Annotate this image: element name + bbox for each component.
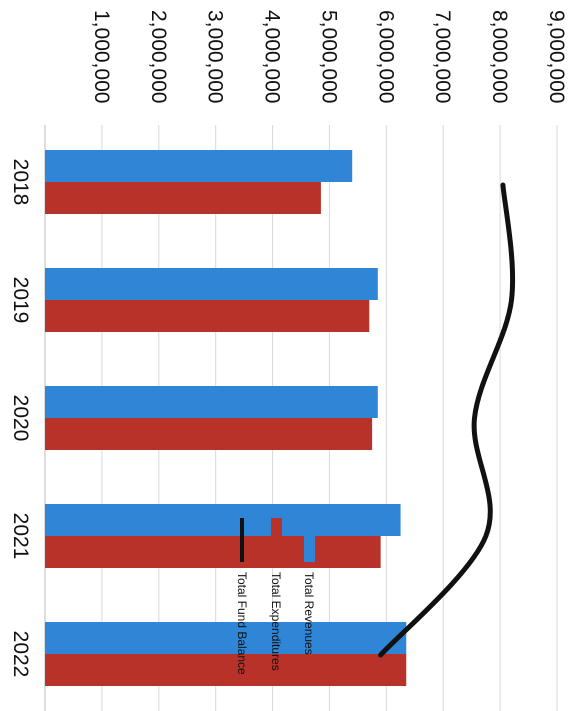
tick-label: 8,000,000 <box>488 10 511 103</box>
bar-total-expenditures <box>45 418 373 450</box>
value-axis: 1,000,000 2,000,000 3,000,000 4,000,000 5,00… <box>90 10 568 103</box>
legend-swatch <box>271 518 282 562</box>
tick-label: 4,000,000 <box>261 10 284 103</box>
tick-label: 5,000,000 <box>317 10 340 103</box>
tick-label: 9,000,000 <box>545 10 568 103</box>
legend-label: Total Fund Balance <box>235 572 249 675</box>
category-label: 2018 <box>9 159 32 206</box>
fund-balance-line <box>378 182 516 658</box>
bar-total-revenues <box>45 386 378 418</box>
bar-total-revenues <box>45 622 407 654</box>
bar-total-revenues <box>45 268 378 300</box>
legend-label: Total Revenues <box>302 572 316 655</box>
legend-label: Total Expenditures <box>269 572 283 671</box>
category-label: 2019 <box>9 277 32 324</box>
category-axis: 2018 2019 2020 2021 2022 <box>9 159 32 678</box>
bar-total-expenditures <box>45 300 370 332</box>
category-label: 2020 <box>9 395 32 442</box>
tick-label: 1,000,000 <box>90 10 113 103</box>
tick-label: 2,000,000 <box>147 10 170 103</box>
category-label: 2021 <box>9 513 32 560</box>
line-total-fund-balance <box>378 182 516 658</box>
legend: Total Revenues Total Expenditures Total Fu… <box>235 518 316 675</box>
category-label: 2022 <box>9 631 32 678</box>
tick-label: 6,000,000 <box>374 10 397 103</box>
bar-total-revenues <box>45 150 353 182</box>
tick-label: 3,000,000 <box>204 10 227 103</box>
legend-swatch <box>304 518 315 562</box>
bar-total-expenditures <box>45 182 321 214</box>
bar-total-expenditures <box>45 654 407 686</box>
tick-label: 7,000,000 <box>431 10 454 103</box>
bar-total-expenditures <box>45 536 381 568</box>
legend-swatch <box>240 518 244 562</box>
bars <box>45 150 407 686</box>
bar-total-revenues <box>45 504 401 536</box>
